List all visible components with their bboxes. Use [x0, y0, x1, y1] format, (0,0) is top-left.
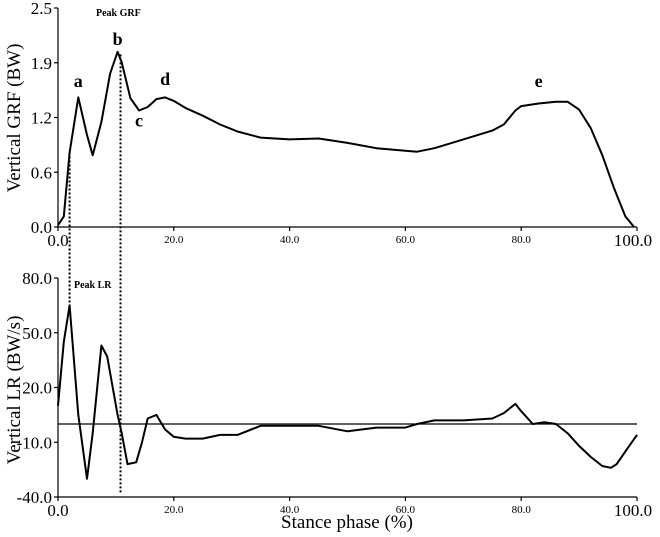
y-tick-label: 1.9 [31, 54, 52, 73]
y-tick-label: 0.0 [31, 218, 52, 237]
y-tick-label: 80.0 [22, 269, 52, 288]
lr-series-line [57, 304, 638, 480]
grf-series-line [57, 50, 635, 228]
y-tick-label: 1.2 [31, 109, 52, 128]
x-tick-label: 60.0 [396, 504, 416, 516]
x-tick-label: 80.0 [512, 234, 532, 246]
y-tick-label: 20.0 [22, 379, 52, 398]
x-axis-label: Stance phase (%) [281, 512, 413, 533]
point-label-c: c [135, 110, 143, 130]
x-tick-label: 100.0 [614, 501, 652, 520]
y-tick-label: 2.5 [31, 0, 52, 18]
x-tick-label: 100.0 [614, 231, 652, 250]
y-tick-label: 50.0 [22, 324, 52, 343]
point-label-a: a [74, 71, 83, 91]
x-tick-label: 40.0 [280, 234, 300, 246]
y-tick-label: -40.0 [17, 488, 52, 507]
x-tick-label: 20.0 [164, 504, 184, 516]
x-tick-label: 40.0 [280, 504, 300, 516]
top-y-axis-label: Vertical GRF (BW) [4, 44, 25, 193]
peak-grf-annotation: Peak GRF [96, 8, 141, 19]
point-label-d: d [160, 69, 170, 89]
peak-lr-annotation: Peak LR [74, 280, 112, 291]
point-label-b: b [113, 29, 123, 49]
x-tick-label: 0.0 [47, 501, 68, 520]
x-tick-label: 0.0 [47, 231, 68, 250]
bottom-y-axis-label: Vertical LR (BW/s) [4, 316, 25, 465]
point-label-e: e [535, 71, 543, 91]
y-tick-label: -10.0 [17, 433, 52, 452]
x-tick-label: 60.0 [396, 234, 416, 246]
x-tick-label: 80.0 [512, 504, 532, 516]
x-tick-label: 20.0 [164, 234, 184, 246]
y-tick-label: 0.6 [31, 163, 52, 182]
